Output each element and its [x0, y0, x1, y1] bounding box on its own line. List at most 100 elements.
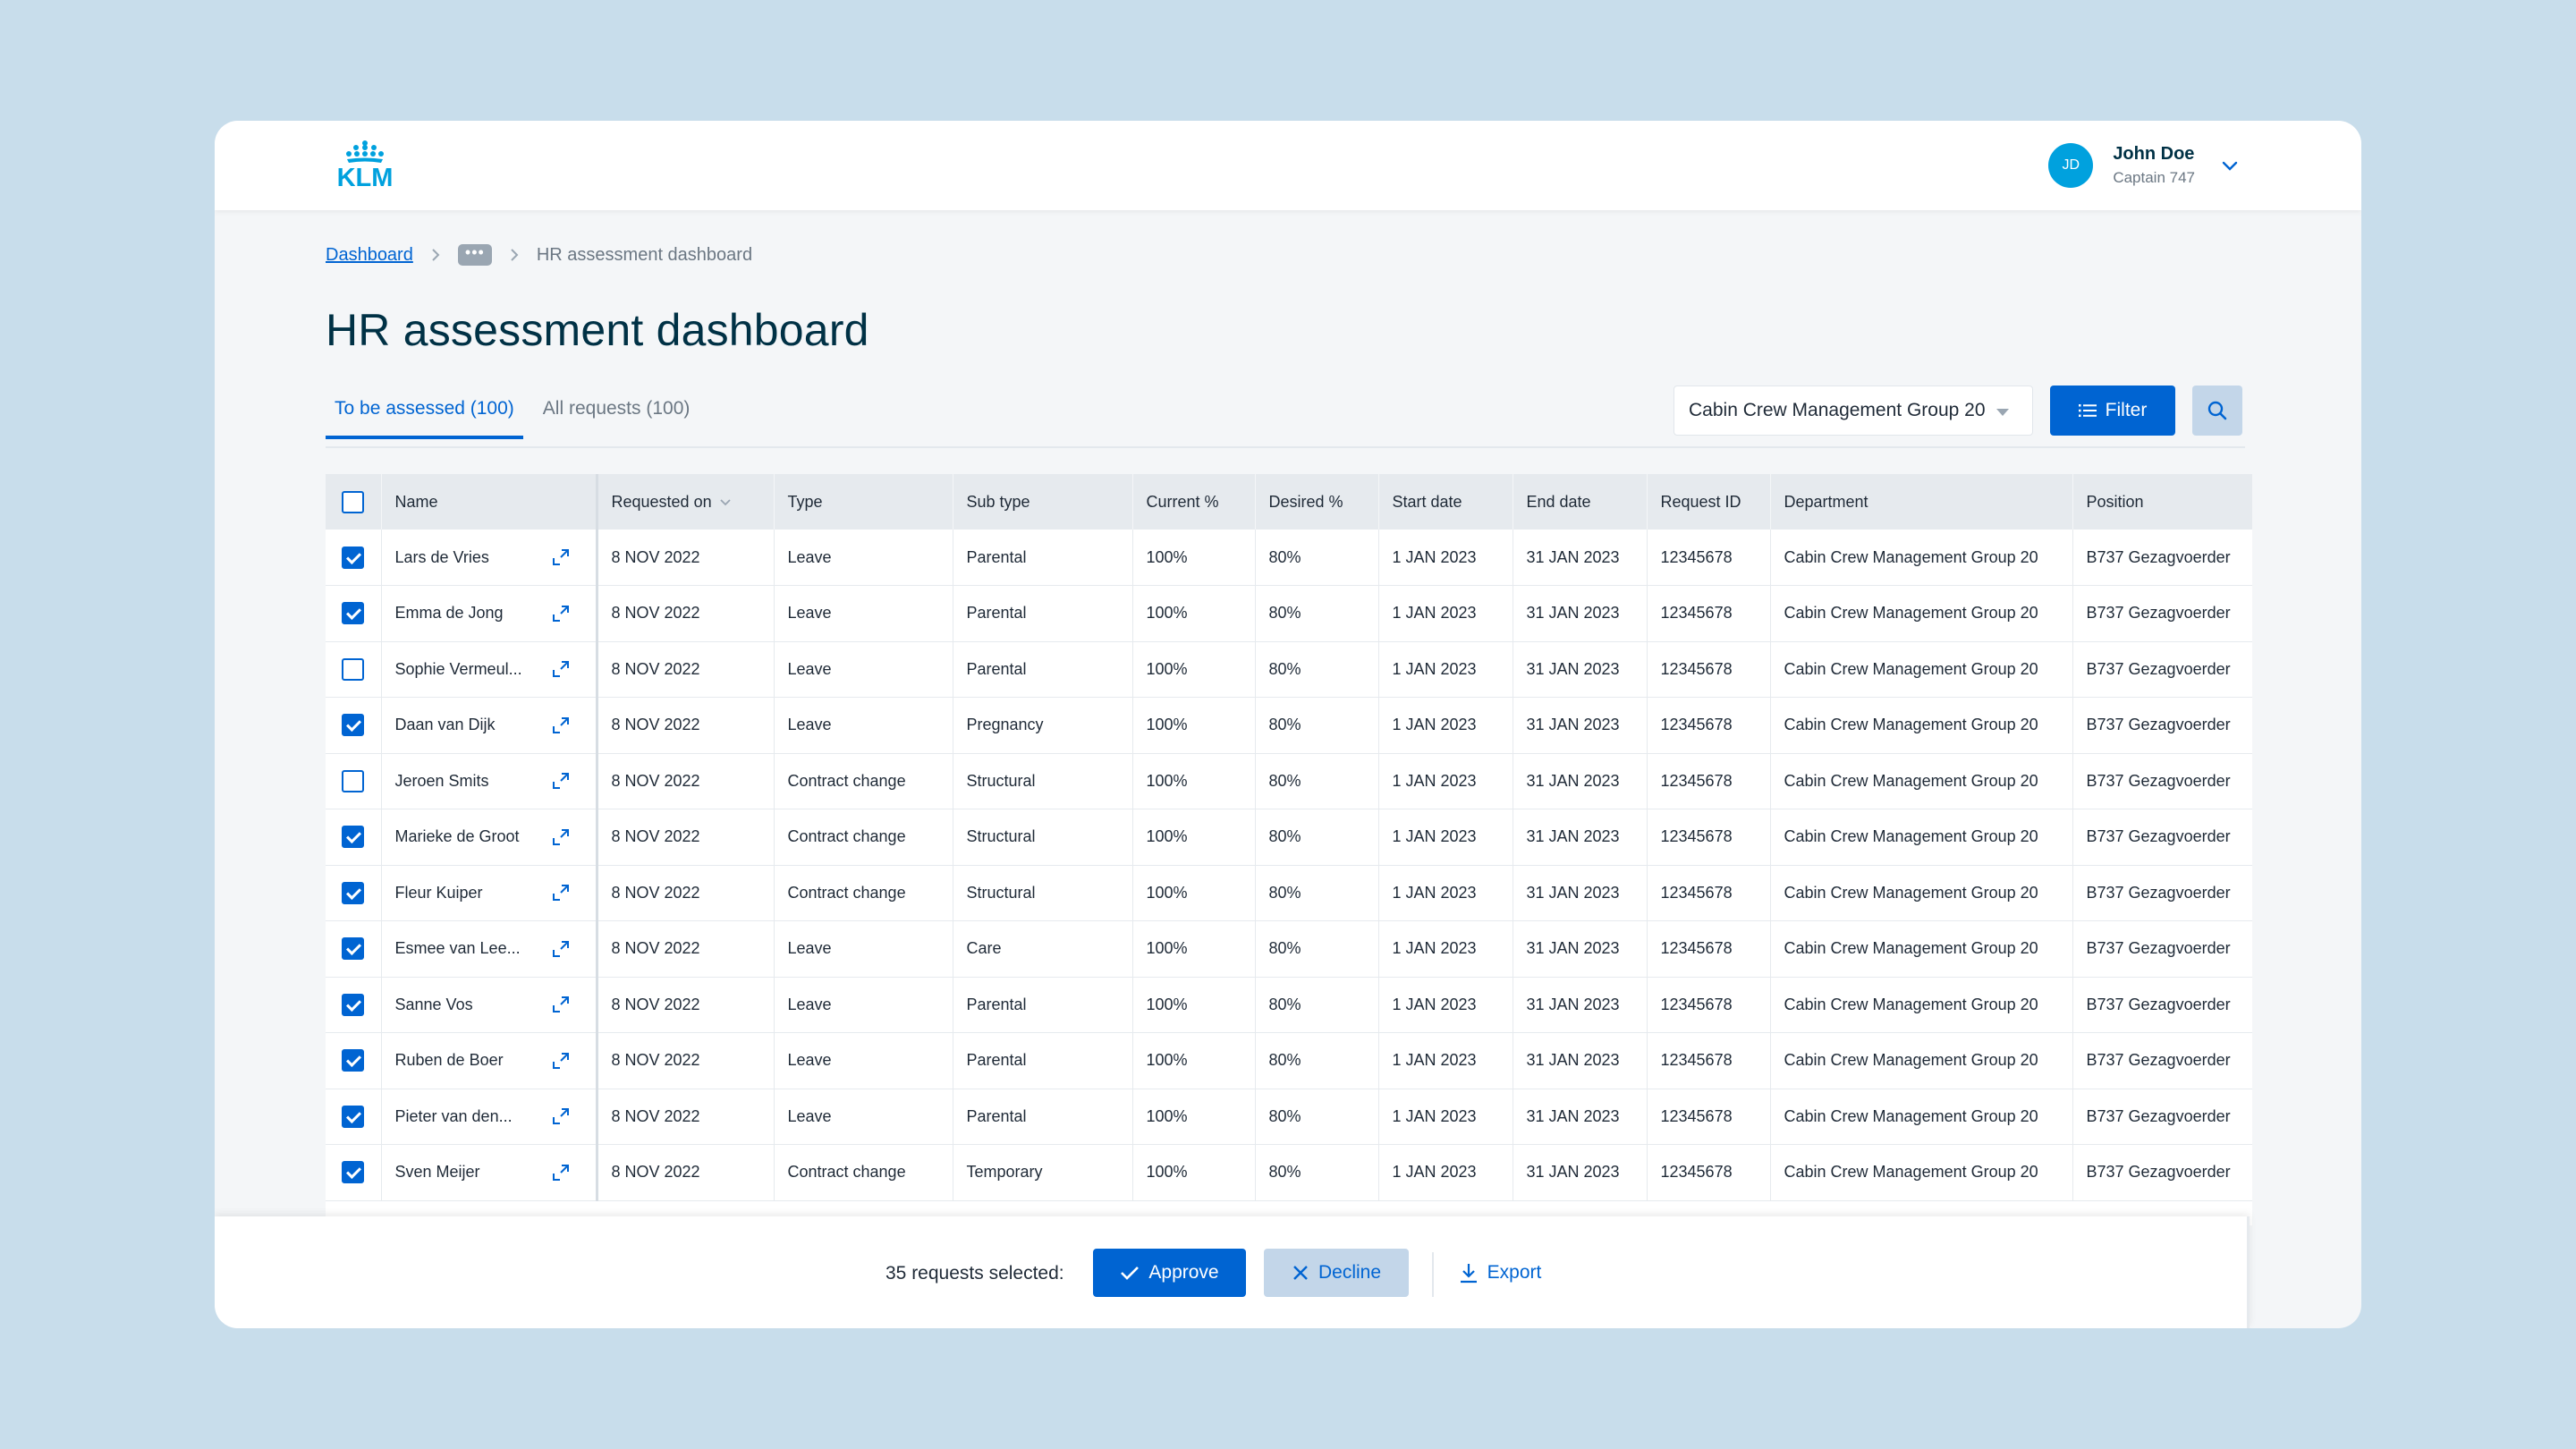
cell-department: Cabin Crew Management Group 20	[1770, 753, 2073, 809]
cell-name: Fleur Kuiper	[381, 865, 598, 921]
sort-down-icon	[719, 499, 731, 506]
selected-count: 35 requests selected:	[886, 1263, 1064, 1284]
column-header-position[interactable]: Position	[2072, 474, 2252, 530]
cell-end-date: 31 JAN 2023	[1513, 753, 1648, 809]
column-header-department[interactable]: Department	[1770, 474, 2073, 530]
row-checkbox[interactable]	[342, 826, 365, 849]
cell-start-date: 1 JAN 2023	[1378, 1032, 1513, 1089]
row-checkbox[interactable]	[342, 1105, 365, 1128]
user-menu[interactable]: JD John Doe Captain 747	[2048, 140, 2240, 191]
employee-name[interactable]: Emma de Jong	[394, 604, 504, 623]
row-checkbox[interactable]	[342, 1049, 365, 1072]
employee-name[interactable]: Lars de Vries	[394, 547, 489, 566]
search-button[interactable]	[2192, 386, 2242, 436]
column-header-start-date[interactable]: Start date	[1378, 474, 1513, 530]
expand-icon[interactable]	[551, 771, 571, 791]
table-row[interactable]: Sven Meijer 8 NOV 2022 Contract change Temp…	[326, 1144, 2252, 1201]
row-checkbox[interactable]	[342, 546, 365, 569]
caret-down-icon	[1996, 409, 2009, 416]
approve-button[interactable]: Approve	[1093, 1249, 1246, 1297]
employee-name[interactable]: Sven Meijer	[394, 1163, 480, 1182]
department-select[interactable]: Cabin Crew Management Group 20	[1674, 386, 2033, 436]
table-row[interactable]: Sophie Vermeul... 8 NOV 2022 Leave Parental…	[326, 641, 2252, 698]
expand-icon[interactable]	[551, 995, 571, 1014]
column-header-current[interactable]: Current %	[1132, 474, 1256, 530]
cell-type: Leave	[774, 585, 953, 642]
table-row[interactable]: Esmee van Lee... 8 NOV 2022 Leave Care 100% 8…	[326, 920, 2252, 978]
breadcrumb-dashboard-link[interactable]: Dashboard	[326, 244, 413, 265]
decline-button[interactable]: Decline	[1264, 1249, 1409, 1297]
employee-name[interactable]: Fleur Kuiper	[394, 883, 483, 902]
table-row[interactable]: Fleur Kuiper 8 NOV 2022 Contract change Str…	[326, 865, 2252, 921]
cell-type: Leave	[774, 641, 953, 698]
column-header-end-date[interactable]: End date	[1513, 474, 1648, 530]
cell-type: Contract change	[774, 809, 953, 866]
chevron-down-icon[interactable]	[2220, 156, 2240, 175]
cell-name: Emma de Jong	[381, 585, 598, 642]
expand-icon[interactable]	[551, 659, 571, 679]
cell-requested-on: 8 NOV 2022	[597, 1032, 775, 1089]
cell-end-date: 31 JAN 2023	[1513, 1144, 1648, 1201]
employee-name[interactable]: Marieke de Groot	[394, 827, 520, 846]
table-row[interactable]: Pieter van den... 8 NOV 2022 Leave Parental…	[326, 1089, 2252, 1145]
employee-name[interactable]: Jeroen Smits	[394, 771, 489, 790]
employee-name[interactable]: Pieter van den...	[394, 1106, 513, 1125]
tab-to-be-assessed[interactable]: To be assessed (100)	[326, 387, 523, 439]
table-row[interactable]: Ruben de Boer 8 NOV 2022 Leave Parental 100%…	[326, 1032, 2252, 1089]
column-header-type[interactable]: Type	[774, 474, 953, 530]
column-header-desired[interactable]: Desired %	[1255, 474, 1379, 530]
row-checkbox[interactable]	[342, 881, 365, 904]
filter-button[interactable]: Filter	[2050, 386, 2175, 436]
klm-logo-icon[interactable]: KLM	[326, 139, 404, 192]
expand-icon[interactable]	[551, 716, 571, 735]
tab-all-requests[interactable]: All requests (100)	[542, 398, 691, 419]
table-row[interactable]: Emma de Jong 8 NOV 2022 Leave Parental 100% 8…	[326, 585, 2252, 642]
more-icon[interactable]: •••	[457, 244, 492, 266]
expand-icon[interactable]	[551, 547, 571, 567]
cell-position: B737 Gezagvoerder	[2072, 697, 2252, 754]
row-checkbox-cell	[326, 641, 382, 698]
row-checkbox[interactable]	[342, 602, 365, 625]
cell-type: Leave	[774, 530, 953, 586]
employee-name[interactable]: Sanne Vos	[394, 995, 473, 1013]
expand-icon[interactable]	[551, 883, 571, 902]
cell-current: 100%	[1132, 1144, 1256, 1201]
table-row[interactable]: Daan van Dijk 8 NOV 2022 Leave Pregnancy 100…	[326, 697, 2252, 754]
row-checkbox[interactable]	[342, 714, 365, 737]
table-row[interactable]: Lars de Vries 8 NOV 2022 Leave Parental 100%…	[326, 530, 2252, 586]
cell-request-id: 12345678	[1647, 809, 1771, 866]
requests-table: Name Requested on Type Sub type Current …	[326, 474, 2252, 1225]
expand-icon[interactable]	[551, 827, 571, 847]
cell-start-date: 1 JAN 2023	[1378, 977, 1513, 1033]
select-all-checkbox[interactable]	[342, 490, 365, 513]
table-row[interactable]: Jeroen Smits 8 NOV 2022 Contract change Str…	[326, 753, 2252, 809]
row-checkbox[interactable]	[342, 993, 365, 1016]
expand-icon[interactable]	[551, 1106, 571, 1126]
cell-name: Daan van Dijk	[381, 697, 598, 754]
cell-request-id: 12345678	[1647, 977, 1771, 1033]
employee-name[interactable]: Sophie Vermeul...	[394, 659, 522, 678]
column-header-sub-type[interactable]: Sub type	[953, 474, 1133, 530]
expand-icon[interactable]	[551, 1163, 571, 1182]
row-checkbox[interactable]	[342, 657, 365, 681]
row-checkbox[interactable]	[342, 769, 365, 792]
cell-start-date: 1 JAN 2023	[1378, 865, 1513, 921]
expand-icon[interactable]	[551, 604, 571, 623]
table-row[interactable]: Marieke de Groot 8 NOV 2022 Contract chang…	[326, 809, 2252, 866]
cell-end-date: 31 JAN 2023	[1513, 641, 1648, 698]
row-checkbox[interactable]	[342, 937, 365, 961]
column-header-name[interactable]: Name	[381, 474, 598, 530]
table-row[interactable]: Sanne Vos 8 NOV 2022 Leave Parental 100% 80% 1…	[326, 977, 2252, 1033]
avatar[interactable]: JD	[2048, 143, 2094, 188]
employee-name[interactable]: Ruben de Boer	[394, 1051, 504, 1070]
expand-icon[interactable]	[551, 1051, 571, 1071]
column-header-requested-on[interactable]: Requested on	[597, 474, 775, 530]
cell-start-date: 1 JAN 2023	[1378, 585, 1513, 642]
export-button[interactable]: Export	[1451, 1249, 1549, 1297]
row-checkbox[interactable]	[342, 1161, 365, 1184]
column-header-request-id[interactable]: Request ID	[1647, 474, 1771, 530]
employee-name[interactable]: Esmee van Lee...	[394, 939, 521, 958]
expand-icon[interactable]	[551, 939, 571, 959]
employee-name[interactable]: Daan van Dijk	[394, 716, 496, 734]
cell-type: Leave	[774, 697, 953, 754]
